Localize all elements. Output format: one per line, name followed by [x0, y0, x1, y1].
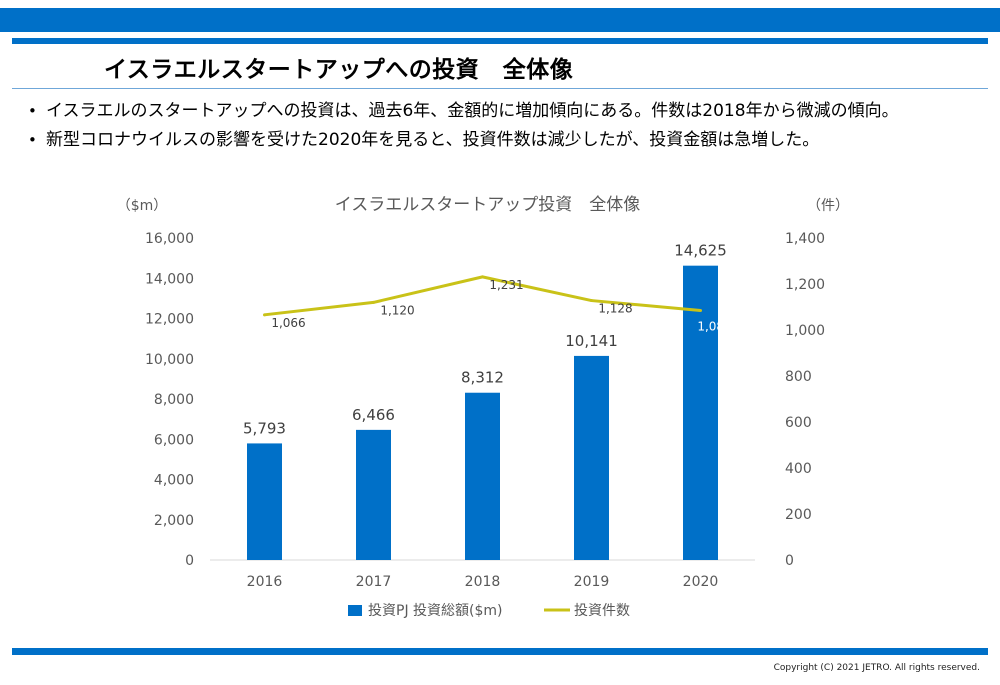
bar-value-label: 6,466 [352, 406, 395, 424]
legend-bar-label: 投資PJ 投資総額($m) [368, 603, 503, 619]
chart-title: イスラエルスタートアップ投資 全体像 [335, 195, 641, 215]
x-tick-label: 2020 [683, 574, 719, 590]
right-tick-label: 1,400 [785, 231, 825, 247]
header-bar [0, 8, 1000, 32]
x-tick-label: 2017 [356, 574, 392, 590]
left-tick-label: 6,000 [154, 432, 194, 448]
right-tick-label: 1,200 [785, 277, 825, 293]
left-tick-label: 8,000 [154, 392, 194, 408]
line-value-label: 1,120 [380, 303, 414, 317]
copyright-text: Copyright (C) 2021 JETRO. All rights res… [773, 663, 980, 673]
right-tick-label: 600 [785, 415, 812, 431]
title-divider [12, 88, 988, 89]
line-value-label: 1,066 [271, 316, 305, 330]
right-tick-label: 0 [785, 553, 794, 569]
line-point [699, 308, 702, 312]
bullet-item: 新型コロナウイルスの影響を受けた2020年を見ると、投資件数は減少したが、投資金… [28, 126, 899, 155]
left-tick-label: 16,000 [145, 231, 194, 247]
bullet-item: イスラエルのスタートアップへの投資は、過去6年、金額的に増加傾向にある。件数は2… [28, 97, 899, 126]
line-point [590, 299, 593, 303]
x-tick-label: 2018 [465, 574, 501, 590]
line-series-count [264, 275, 701, 317]
legend-bar-swatch [348, 605, 362, 616]
left-axis-unit-label: （$m） [117, 198, 168, 214]
right-tick-label: 400 [785, 461, 812, 477]
line-value-label: 1,231 [489, 278, 523, 292]
bar-2019 [574, 355, 609, 560]
bar-value-label: 14,625 [674, 242, 727, 260]
right-axis-unit-label: （件） [807, 198, 849, 214]
left-tick-label: 2,000 [154, 513, 194, 529]
right-tick-label: 800 [785, 369, 812, 385]
bar-2020 [683, 265, 718, 560]
left-tick-label: 14,000 [145, 271, 194, 287]
bar-value-label: 5,793 [243, 419, 286, 437]
left-tick-label: 12,000 [145, 312, 194, 328]
line-point [372, 300, 375, 304]
bar-2018 [465, 392, 500, 560]
left-tick-label: 4,000 [154, 473, 194, 489]
line-point [263, 313, 266, 317]
bar-value-label: 10,141 [565, 332, 618, 350]
footer-bar [12, 648, 988, 655]
left-tick-label: 0 [185, 553, 194, 569]
x-tick-label: 2019 [574, 574, 610, 590]
right-tick-label: 200 [785, 507, 812, 523]
header-rule [12, 38, 988, 44]
x-tick-label: 2016 [247, 574, 283, 590]
bar-2017 [356, 429, 391, 560]
page-title: イスラエルスタートアップへの投資 全体像 [104, 57, 574, 83]
header-band [0, 0, 1000, 37]
legend-line-label: 投資件数 [574, 603, 630, 619]
line-value-label: 1,128 [598, 302, 632, 316]
line-value-label: 1,085 [697, 319, 731, 333]
bullet-list: イスラエルのスタートアップへの投資は、過去6年、金額的に増加傾向にある。件数は2… [28, 97, 899, 155]
bar-value-label: 8,312 [461, 369, 504, 387]
combo-chart: イスラエルスタートアップ投資 全体像 （$m） （件） 0 2,000 4,000 6,00… [117, 195, 849, 619]
line-point [481, 275, 484, 279]
right-tick-label: 1,000 [785, 323, 825, 339]
left-tick-label: 10,000 [145, 352, 194, 368]
bar-2016 [247, 443, 282, 560]
